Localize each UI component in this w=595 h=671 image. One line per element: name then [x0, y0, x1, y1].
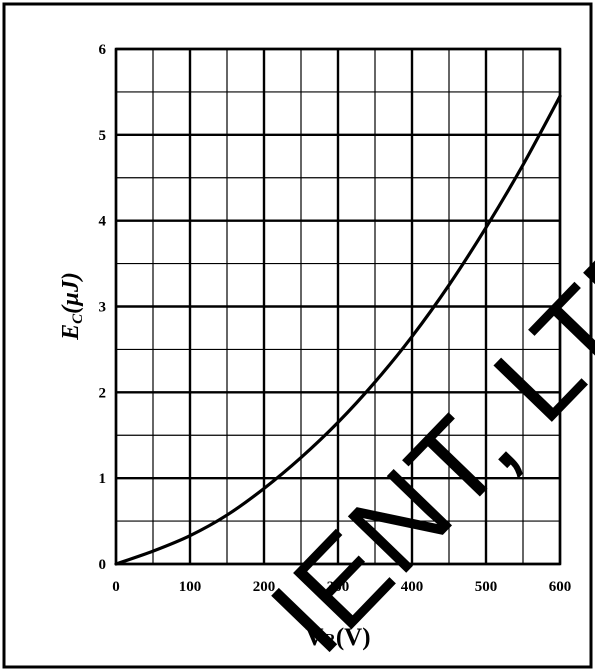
- y-tick-label: 6: [99, 42, 107, 58]
- y-axis-title-sub: C: [70, 313, 86, 324]
- tick-labels: 0 100 200 300 400 500 600 0 1 2 3 4 5 6: [99, 42, 572, 595]
- series-line: [114, 94, 562, 566]
- x-tick-label: 500: [475, 579, 498, 595]
- x-axis-title: VR(V): [305, 624, 370, 651]
- x-tick-label: 200: [253, 579, 276, 595]
- y-axis-title-unit: (µJ): [58, 272, 84, 314]
- y-tick-label: 1: [99, 471, 107, 487]
- plot-frame: [114, 47, 562, 566]
- y-axis-title-main: E: [58, 324, 84, 341]
- x-axis-title-sub: R: [324, 630, 337, 649]
- y-tick-label: 0: [99, 557, 107, 573]
- series-layer: [114, 94, 562, 566]
- x-tick-label: 300: [327, 579, 350, 595]
- y-axis-title: EC(µJ): [58, 272, 86, 341]
- x-axis-title-unit: (V): [336, 624, 371, 651]
- x-tick-label: 0: [112, 579, 120, 595]
- y-tick-label: 3: [99, 300, 107, 316]
- y-tick-label: 4: [99, 214, 107, 230]
- x-axis-title-main: V: [305, 624, 323, 651]
- x-tick-label: 600: [549, 579, 572, 595]
- x-tick-label: 100: [179, 579, 202, 595]
- y-tick-label: 2: [99, 385, 107, 401]
- x-tick-label: 400: [401, 579, 424, 595]
- y-tick-label: 5: [99, 128, 107, 144]
